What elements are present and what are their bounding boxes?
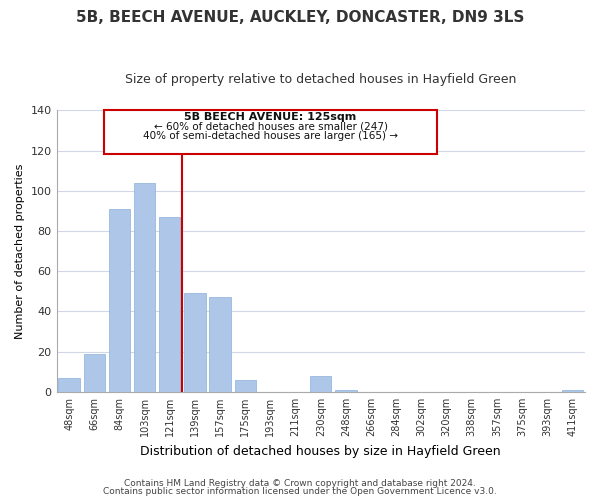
X-axis label: Distribution of detached houses by size in Hayfield Green: Distribution of detached houses by size … [140,444,501,458]
Text: Contains HM Land Registry data © Crown copyright and database right 2024.: Contains HM Land Registry data © Crown c… [124,478,476,488]
Bar [562,390,583,392]
Bar [235,380,256,392]
Title: Size of property relative to detached houses in Hayfield Green: Size of property relative to detached ho… [125,72,517,86]
Bar [109,209,130,392]
Y-axis label: Number of detached properties: Number of detached properties [15,164,25,339]
Text: 5B, BEECH AVENUE, AUCKLEY, DONCASTER, DN9 3LS: 5B, BEECH AVENUE, AUCKLEY, DONCASTER, DN… [76,10,524,25]
Bar [209,298,231,392]
Text: 5B BEECH AVENUE: 125sqm: 5B BEECH AVENUE: 125sqm [184,112,356,122]
FancyBboxPatch shape [104,110,437,154]
Bar [159,217,181,392]
Bar [83,354,105,392]
Bar [134,182,155,392]
Bar [335,390,356,392]
Text: Contains public sector information licensed under the Open Government Licence v3: Contains public sector information licen… [103,487,497,496]
Text: 40% of semi-detached houses are larger (165) →: 40% of semi-detached houses are larger (… [143,130,398,140]
Bar [310,376,331,392]
Bar [58,378,80,392]
Text: ← 60% of detached houses are smaller (247): ← 60% of detached houses are smaller (24… [154,122,388,132]
Bar [184,294,206,392]
